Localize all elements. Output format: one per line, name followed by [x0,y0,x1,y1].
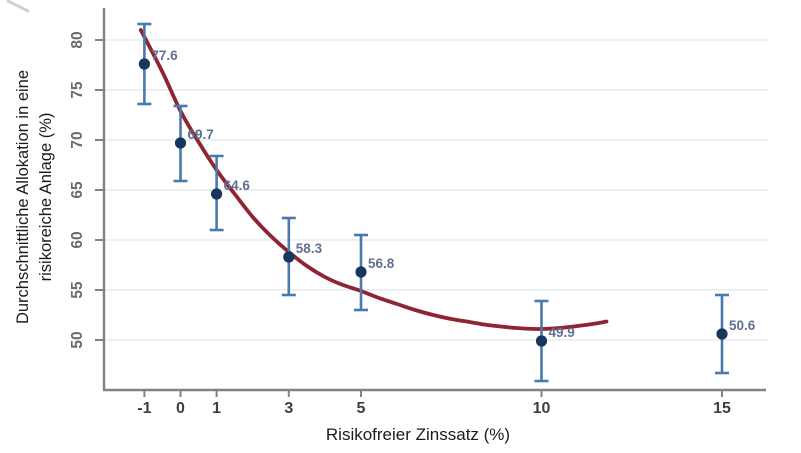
x-tick-label: 0 [176,400,185,417]
fit-curve [138,28,609,331]
data-point-label: 56.8 [368,256,395,271]
y-axis-title-line-2: risikoreiche Anlage (%) [37,113,55,282]
data-point-label: 64.6 [224,178,251,193]
error-bars [137,22,729,383]
data-point [355,266,367,278]
data-point-label: 69.7 [188,127,214,142]
y-axis-title-line-1: Durchschnittliche Allokation in eine [14,70,32,324]
y-tick-label: 80 [69,31,86,48]
y-tick-label: 70 [69,131,86,148]
x-tick-label: 5 [357,400,366,417]
x-tick-labels: -1 0 1 3 5 10 15 [137,400,731,417]
y-tick-label: 50 [69,331,86,348]
gridlines [104,39,768,341]
data-point-labels: 77.6 69.7 64.6 58.3 56.8 49.9 50.6 [151,48,755,340]
data-point-label: 49.9 [549,325,575,340]
tick-marks [95,39,723,397]
data-point [283,251,295,263]
y-tick-labels: 50 55 60 65 70 75 80 [69,31,86,348]
data-point [535,335,548,347]
x-tick-label: 3 [284,400,293,417]
fitted-curve-path [138,28,609,331]
data-point [716,328,728,340]
data-point [138,58,150,70]
data-point [211,188,223,200]
data-point-label: 58.3 [296,241,323,256]
data-points [138,58,728,347]
data-point-label: 77.6 [151,48,178,63]
x-tick-label: -1 [137,400,151,417]
axes [102,8,766,392]
y-tick-label: 75 [69,81,86,99]
x-tick-label: 15 [713,400,731,417]
corner-artifact-mark [6,0,30,13]
x-tick-label: 1 [212,400,221,417]
y-tick-label: 60 [69,231,86,248]
x-axis-title: Risikofreier Zinssatz (%) [326,425,510,444]
y-tick-label: 65 [69,181,86,199]
data-point [174,137,187,149]
x-tick-label: 10 [533,400,551,417]
data-point-label: 50.6 [729,318,756,333]
y-tick-label: 55 [69,281,86,299]
